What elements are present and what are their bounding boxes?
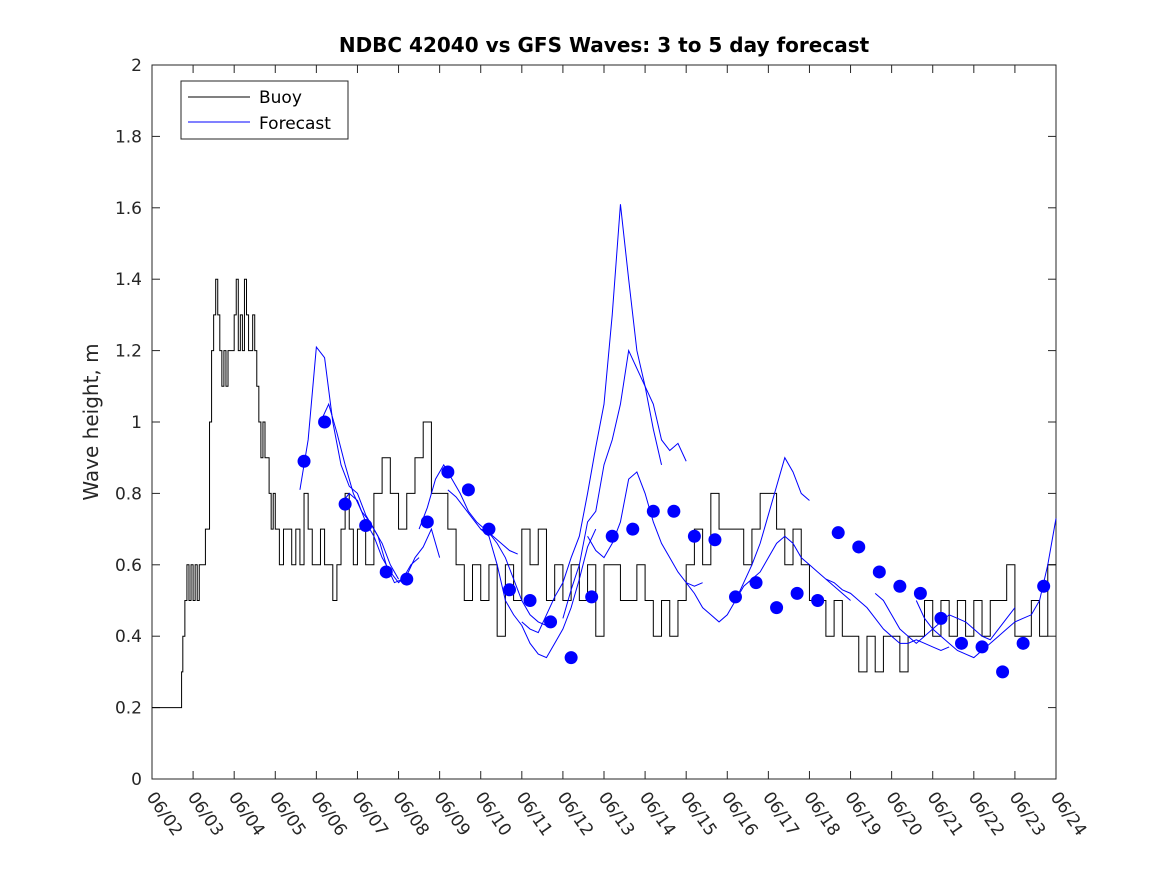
forecast-marker xyxy=(811,594,825,607)
forecast-marker xyxy=(359,519,373,533)
y-tick-label: 1.6 xyxy=(115,199,142,219)
forecast-marker xyxy=(297,454,311,468)
x-tick-label: 06/20 xyxy=(882,788,926,840)
x-tick-label: 06/21 xyxy=(923,788,967,840)
forecast-marker xyxy=(893,579,907,593)
forecast-marker xyxy=(667,504,681,518)
forecast-line xyxy=(587,471,703,587)
x-tick-label: 06/09 xyxy=(430,788,474,840)
forecast-marker xyxy=(1037,579,1051,593)
legend-buoy-label: Buoy xyxy=(259,88,302,108)
forecast-marker xyxy=(420,515,434,529)
y-tick-label: 1.2 xyxy=(115,342,142,362)
forecast-line xyxy=(418,463,518,555)
x-tick-label: 06/10 xyxy=(471,788,515,840)
x-tick-label: 06/11 xyxy=(512,788,556,840)
forecast-marker xyxy=(954,636,968,650)
forecast-marker xyxy=(872,565,886,579)
forecast-marker xyxy=(564,651,578,665)
y-tick-label: 0 xyxy=(131,770,142,790)
forecast-line xyxy=(521,204,687,634)
buoy-line xyxy=(152,278,1056,709)
y-tick-label: 1.4 xyxy=(115,270,142,290)
forecast-marker xyxy=(605,529,619,543)
forecast-marker xyxy=(544,615,558,629)
forecast-series xyxy=(299,204,1057,659)
x-tick-label: 06/04 xyxy=(224,788,268,840)
forecast-marker xyxy=(441,465,455,479)
forecast-marker xyxy=(502,583,516,597)
x-tick-label: 06/12 xyxy=(553,788,597,840)
forecast-marker xyxy=(646,504,660,518)
plot-area xyxy=(151,64,1057,780)
forecast-line xyxy=(562,348,663,619)
forecast-marker xyxy=(996,665,1010,679)
x-tick-label: 06/18 xyxy=(799,788,843,840)
forecast-marker xyxy=(626,522,640,536)
x-tick-label: 06/07 xyxy=(347,788,391,840)
y-tick-label: 1 xyxy=(131,413,142,433)
x-tick-label: 06/24 xyxy=(1046,788,1090,840)
forecast-line xyxy=(447,489,556,627)
forecast-marker xyxy=(852,540,866,554)
x-tick-label: 06/23 xyxy=(1005,788,1049,840)
forecast-marker xyxy=(790,586,804,600)
x-tick-label: 06/14 xyxy=(635,788,679,840)
legend-forecast-label: Forecast xyxy=(259,114,331,134)
forecast-marker xyxy=(770,601,784,615)
plot-frame xyxy=(151,64,1057,780)
forecast-marker xyxy=(318,415,332,429)
forecast-marker xyxy=(523,594,537,607)
forecast-marker xyxy=(934,611,948,625)
forecast-markers xyxy=(297,415,1051,679)
forecast-marker xyxy=(749,576,763,590)
forecast-line xyxy=(685,456,810,623)
y-tick-label: 2 xyxy=(131,56,142,76)
y-axis-label: Wave height, m xyxy=(79,343,103,500)
x-tick-label: 06/15 xyxy=(676,788,720,840)
forecast-marker xyxy=(975,640,989,654)
x-tick-label: 06/22 xyxy=(964,788,1008,840)
y-tick-label: 0.2 xyxy=(115,699,142,719)
forecast-marker xyxy=(708,533,722,547)
x-tick-label: 06/02 xyxy=(142,788,186,840)
y-tick-label: 0.6 xyxy=(115,556,142,576)
forecast-line xyxy=(825,578,950,652)
legend: Buoy Forecast xyxy=(180,80,349,140)
x-tick-label: 06/16 xyxy=(717,788,761,840)
y-tick-label: 1.8 xyxy=(115,127,142,147)
forecast-marker xyxy=(1016,636,1030,650)
legend-box xyxy=(180,80,349,140)
x-tick-label: 06/13 xyxy=(594,788,638,840)
y-tick-label: 0.8 xyxy=(115,484,142,504)
forecast-marker xyxy=(461,483,475,497)
forecast-marker xyxy=(728,590,742,604)
y-tick-label: 0.4 xyxy=(115,627,142,647)
x-tick-label: 06/05 xyxy=(265,788,309,840)
forecast-marker xyxy=(338,497,352,511)
chart-title: NDBC 42040 vs GFS Waves: 3 to 5 day fore… xyxy=(339,33,870,57)
x-tick-label: 06/08 xyxy=(388,788,432,840)
forecast-line xyxy=(299,345,399,580)
forecast-marker xyxy=(831,526,845,540)
forecast-line xyxy=(480,528,597,659)
x-tick-label: 06/19 xyxy=(840,788,884,840)
x-tick-label: 06/17 xyxy=(758,788,802,840)
forecast-marker xyxy=(687,529,701,543)
forecast-marker xyxy=(400,572,414,586)
forecast-marker xyxy=(482,522,496,536)
forecast-marker xyxy=(379,565,393,579)
x-tick-label: 06/03 xyxy=(183,788,227,840)
buoy-series xyxy=(152,278,1056,709)
forecast-marker xyxy=(913,586,927,600)
forecast-marker xyxy=(585,590,599,604)
x-tick-label: 06/06 xyxy=(306,788,350,840)
